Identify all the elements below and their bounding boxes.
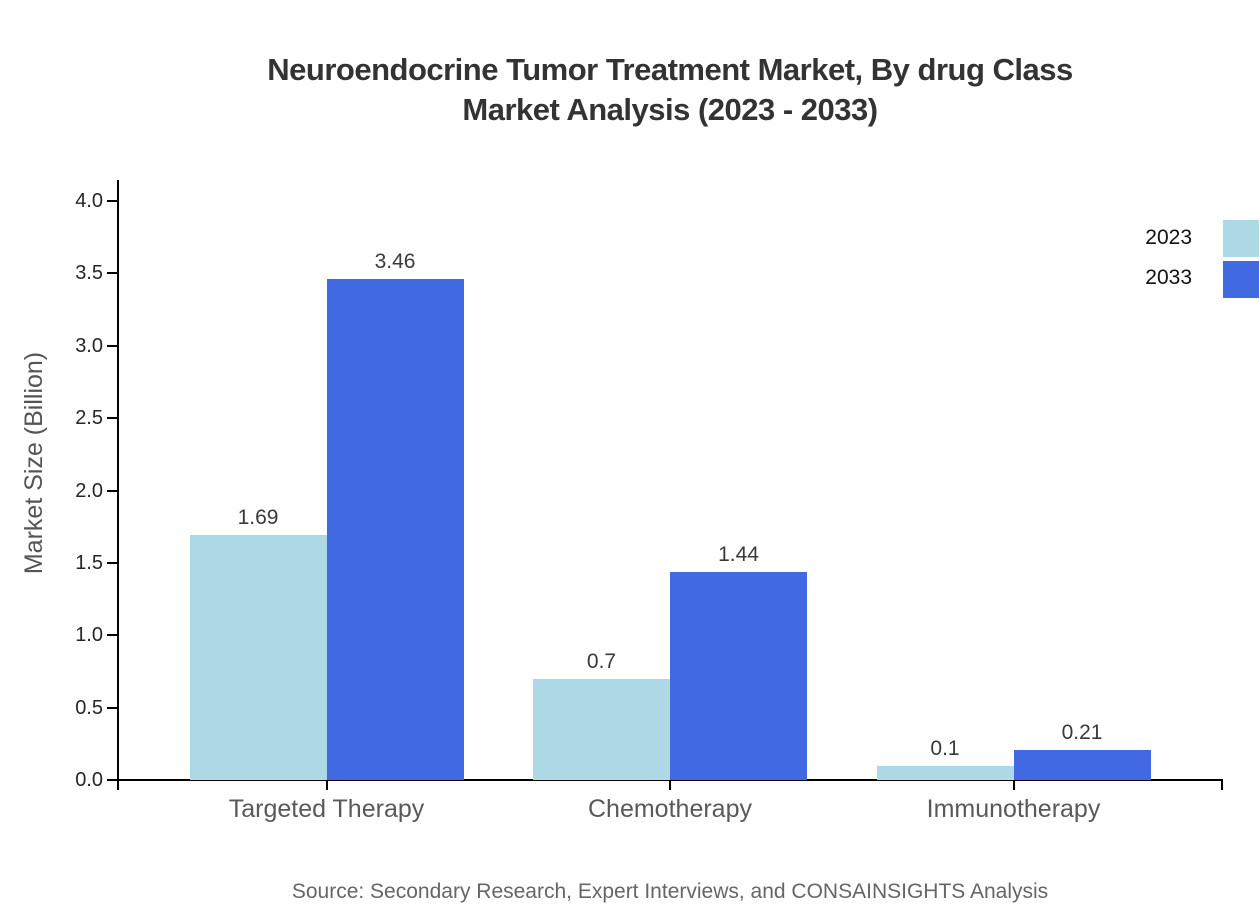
legend-swatch-2033 [1223, 261, 1259, 298]
y-tick-label: 3.5 [75, 262, 103, 285]
x-category-label: Chemotherapy [588, 795, 752, 823]
x-tick-mark [325, 780, 328, 790]
y-tick-label: 2.5 [75, 407, 103, 430]
bar-2033-chemotherapy [670, 571, 807, 780]
y-tick-mark [106, 489, 117, 492]
value-label-2023-targeted-therapy: 1.69 [237, 506, 279, 530]
chart-title-line1: Neuroendocrine Tumor Treatment Market, B… [267, 52, 1073, 87]
y-tick-label: 3.0 [75, 334, 103, 357]
y-tick-mark [106, 634, 117, 637]
value-label-2033-immunotherapy: 0.21 [1061, 720, 1103, 744]
value-label-2033-targeted-therapy: 3.46 [374, 250, 416, 274]
y-tick-mark [106, 344, 117, 347]
bar-2023-targeted-therapy [189, 535, 327, 780]
y-tick-label: 1.0 [75, 624, 103, 647]
chart-title-line2: Market Analysis (2023 - 2033) [462, 92, 878, 127]
value-label-2023-chemotherapy: 0.7 [586, 649, 617, 673]
legend-label-2033: 2033 [1145, 266, 1192, 289]
y-tick-mark [106, 561, 117, 564]
chart-title: Neuroendocrine Tumor Treatment Market, B… [80, 50, 1260, 130]
y-tick-label: 0.5 [75, 696, 103, 719]
y-tick-mark [106, 779, 117, 781]
y-tick-mark [106, 706, 117, 709]
x-category-label: Immunotherapy [926, 795, 1101, 823]
legend-swatch-2023 [1223, 220, 1259, 257]
value-label-2033-chemotherapy: 1.44 [718, 542, 759, 566]
legend-label-2023: 2023 [1145, 226, 1192, 249]
x-tick-mark [1220, 780, 1223, 790]
bar-2033-targeted-therapy [326, 279, 464, 780]
source-note: Source: Secondary Research, Expert Inter… [291, 880, 1049, 903]
y-tick-label: 0.0 [75, 769, 103, 791]
y-tick-mark [106, 200, 117, 202]
y-tick-mark [106, 272, 117, 275]
bar-2023-immunotherapy [876, 765, 1014, 780]
y-tick-mark [106, 417, 117, 420]
value-label-2023-immunotherapy: 0.1 [930, 736, 960, 760]
y-tick-label: 1.5 [75, 551, 103, 574]
bar-2033-immunotherapy [1013, 749, 1151, 780]
x-category-label: Targeted Therapy [228, 795, 425, 823]
x-tick-mark [669, 780, 671, 790]
y-tick-label: 2.0 [75, 479, 103, 502]
y-axis-spine [116, 180, 119, 790]
y-tick-label: 4.0 [75, 190, 103, 212]
bar-2023-chemotherapy [533, 678, 670, 780]
x-tick-mark [1012, 780, 1015, 790]
y-axis-title: Market Size (Billion) [20, 351, 48, 575]
